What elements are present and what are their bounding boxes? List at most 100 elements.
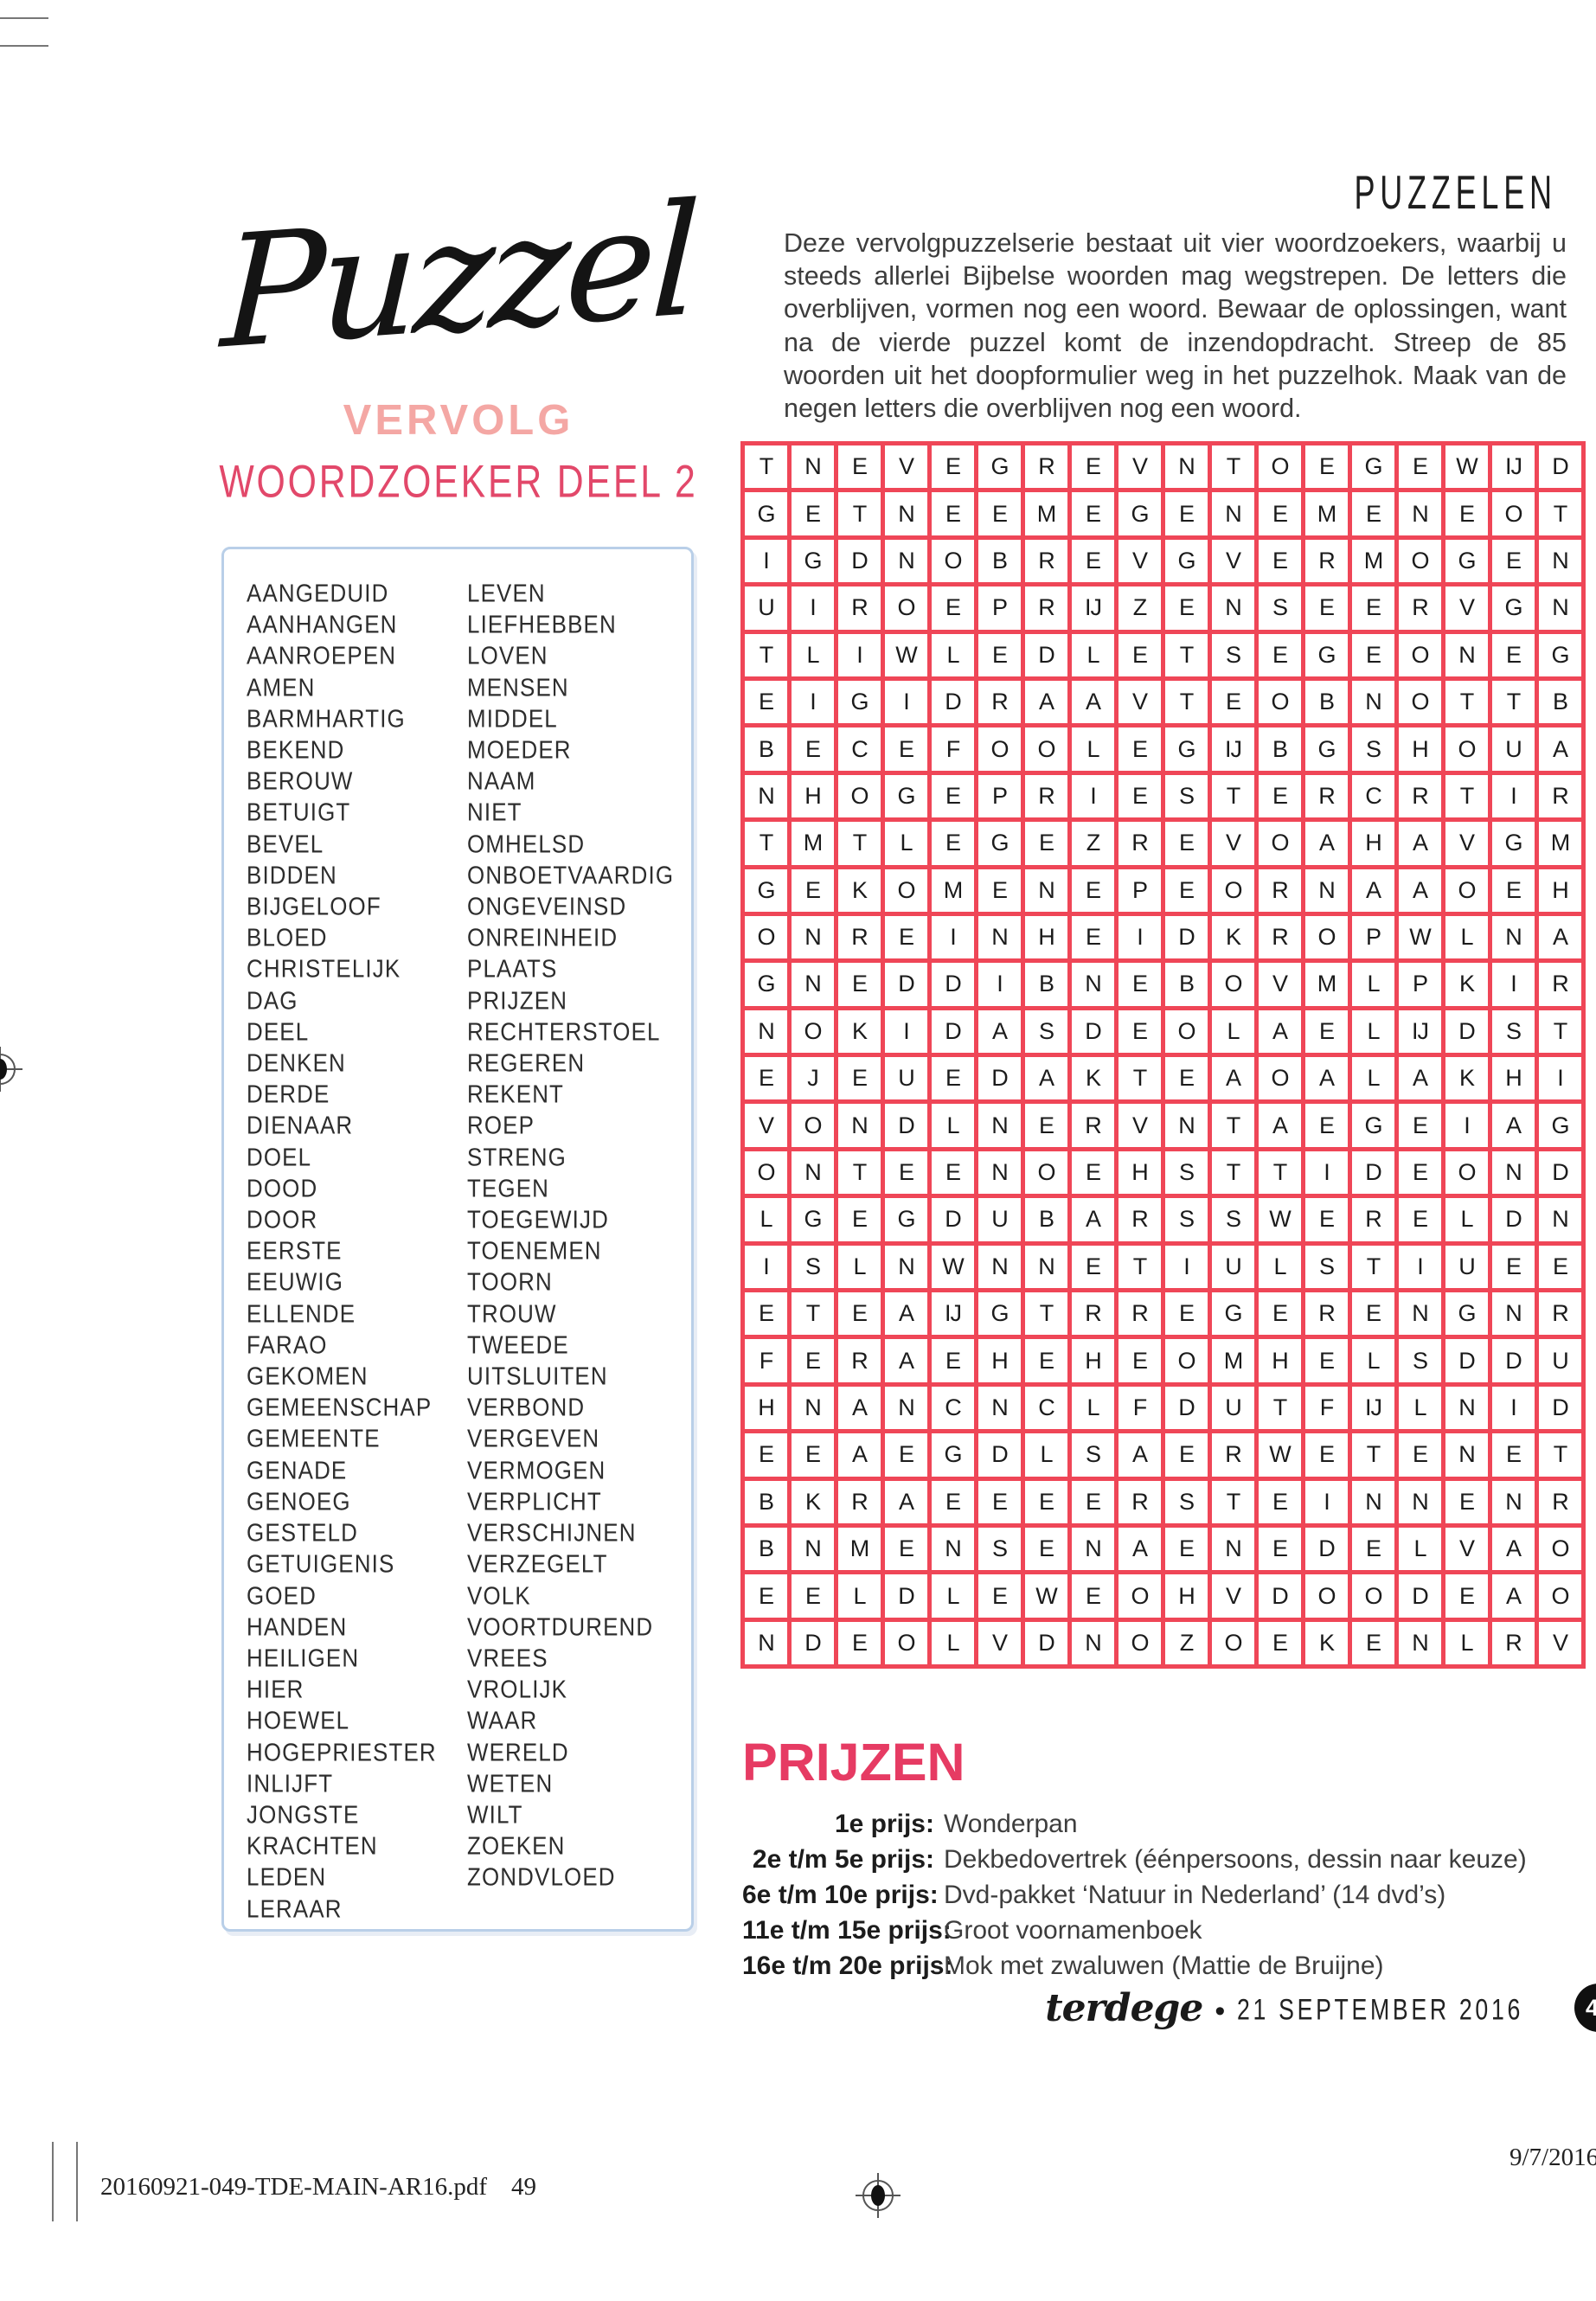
word-list-column-2: LEVEN LIEFHEBBEN LOVEN MENSEN MIDDEL MOEDER NA… [467,578,683,1929]
word-list-item: VROLIJK [467,1676,568,1704]
prize-value: Dvd-pakket ‘Natuur in Nederland’ (14 dvd… [944,1881,1446,1909]
grid-cell: N [838,1104,881,1147]
grid-cell: D [885,1104,927,1147]
grid-cell: E [792,727,834,771]
grid-cell: I [838,633,881,676]
puzzle-logo: Puzzel [218,170,699,383]
grid-cell: G [1212,1292,1254,1336]
grid-cell: E [1118,727,1161,771]
grid-cell: N [932,1527,974,1571]
grid-cell: K [1445,963,1488,1006]
word-list-item: BEROUW [247,767,354,796]
grid-cell: E [838,445,881,489]
word-list-item: AANROEPEN [247,642,397,670]
grid-cell: G [1445,1292,1488,1336]
grid-cell: E [1118,633,1161,676]
prize-row: 16e t/m 20e prijs: Mok met zwaluwen (Mat… [742,1948,1521,1984]
grid-cell: E [1492,633,1535,676]
grid-cell: V [1212,539,1254,583]
grid-cell: G [885,1198,927,1241]
word-list-item: REKENT [467,1080,565,1109]
grid-cell: N [1025,1245,1067,1289]
grid-cell: E [745,1574,787,1618]
grid-cell: O [1399,633,1441,676]
grid-cell: O [1352,1574,1394,1618]
grid-cell: D [932,1009,974,1054]
grid-cell: H [1072,1339,1114,1382]
prizes-title: PRIJZEN [742,1733,965,1791]
grid-cell: O [1539,1574,1581,1618]
grid-cell: N [885,1386,927,1430]
grid-cell: E [1539,1245,1581,1289]
grid-cell: E [1212,680,1254,724]
grid-cell: E [1352,1292,1394,1336]
word-list-item: DIENAAR [247,1112,354,1140]
grid-cell: D [932,680,974,724]
grid-cell: M [932,868,974,912]
word-list-item: LEVEN [467,580,546,607]
grid-cell: N [978,1104,1021,1147]
grid-cell: N [1212,492,1254,535]
grid-cell: L [1352,1339,1394,1382]
grid-cell: N [1072,1621,1114,1665]
grid-cell: H [1492,1057,1535,1100]
grid-cell: I [1492,963,1535,1006]
grid-cell: K [838,1009,881,1054]
grid-cell: G [1352,445,1394,489]
word-list-item: VERSCHIJNEN [467,1519,637,1547]
grid-cell: I [932,915,974,959]
grid-cell: P [1352,915,1394,959]
grid-cell: T [745,822,787,865]
grid-cell: N [1305,868,1348,912]
grid-cell: R [1399,586,1441,630]
grid-cell: N [978,1245,1021,1289]
prize-label: 1e prijs: [834,1810,934,1838]
grid-cell: S [1212,633,1254,676]
grid-cell: E [978,868,1021,912]
grid-cell: M [838,1527,881,1571]
grid-cell: I [1305,1150,1348,1195]
word-list-item: GETUIGENIS [247,1550,395,1579]
grid-cell: D [1445,1009,1488,1054]
grid-cell: G [745,963,787,1006]
grid-cell: D [1165,1386,1208,1430]
grid-cell: F [1118,1386,1161,1430]
grid-cell: O [885,586,927,630]
grid-cell: D [1539,445,1581,489]
grid-cell: E [838,1292,881,1336]
word-list-item: TOORN [467,1268,553,1297]
grid-cell: V [1118,539,1161,583]
grid-cell: IJ [1072,586,1114,630]
grid-cell: R [1072,1104,1114,1147]
prize-row: 1e prijs: Wonderpan [742,1806,1521,1842]
grid-cell: E [1025,1480,1067,1523]
grid-cell: R [1118,1292,1161,1336]
grid-cell: I [1305,1480,1348,1523]
word-list-item: ONBOETVAARDIG [467,861,675,889]
grid-cell: G [1165,539,1208,583]
grid-cell: O [1539,1527,1581,1571]
grid-cell: D [1539,1386,1581,1430]
grid-cell: O [1259,822,1301,865]
grid-cell: E [1165,492,1208,535]
grid-cell: T [1492,680,1535,724]
grid-cell: E [978,1574,1021,1618]
grid-cell: E [838,1057,881,1100]
grid-cell: W [1025,1574,1067,1618]
grid-cell: E [1305,1339,1348,1382]
grid-cell: G [1305,633,1348,676]
grid-cell: V [1445,822,1488,865]
grid-cell: D [932,963,974,1006]
crop-mark [52,2142,54,2221]
grid-cell: M [792,822,834,865]
grid-cell: E [1352,586,1394,630]
grid-cell: D [1259,1574,1301,1618]
print-timestamp: 9/7/20167:3 [1509,2144,1596,2172]
grid-cell: G [745,868,787,912]
grid-cell: R [838,915,881,959]
grid-cell: E [1352,633,1394,676]
grid-cell: A [1305,822,1348,865]
grid-cell: O [1445,727,1488,771]
grid-cell: B [1259,727,1301,771]
grid-cell: E [1025,1104,1067,1147]
